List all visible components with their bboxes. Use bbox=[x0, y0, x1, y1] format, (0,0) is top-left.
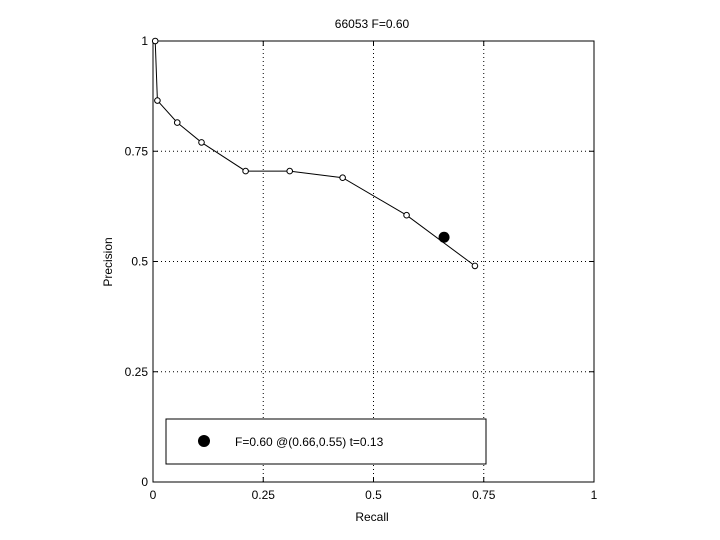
x-axis-label: Recall bbox=[355, 510, 388, 524]
data-point bbox=[198, 139, 205, 146]
data-point bbox=[151, 37, 159, 45]
axis-ticks: 0 0.25 0.5 0.75 1 0 0.25 0.5 0.75 1 bbox=[125, 34, 598, 502]
y-axis-label: Precision bbox=[101, 237, 115, 286]
legend-box bbox=[165, 418, 487, 465]
data-point bbox=[471, 262, 479, 270]
x-tick-label: 0.75 bbox=[472, 488, 496, 502]
grid-lines bbox=[153, 41, 594, 482]
data-point bbox=[403, 211, 410, 219]
y-tick-label: 0.25 bbox=[125, 365, 149, 379]
y-tick-label: 0.75 bbox=[125, 144, 149, 158]
data-point bbox=[339, 174, 346, 182]
series-layer bbox=[151, 37, 479, 270]
legend-label: F=0.60 @(0.66,0.55) t=0.13 bbox=[235, 435, 384, 449]
data-point bbox=[242, 167, 249, 175]
data-point bbox=[154, 97, 161, 104]
x-tick-label: 0 bbox=[150, 488, 157, 502]
y-tick-label: 1 bbox=[141, 34, 148, 48]
highlight-layer bbox=[438, 231, 450, 243]
data-point bbox=[173, 119, 181, 126]
highlight-point bbox=[438, 231, 450, 243]
x-tick-label: 0.5 bbox=[365, 488, 382, 502]
series-line bbox=[154, 40, 476, 267]
x-tick-label: 0.25 bbox=[252, 488, 276, 502]
y-tick-label: 0 bbox=[141, 475, 148, 489]
x-tick-label: 1 bbox=[591, 488, 598, 502]
data-point bbox=[286, 167, 294, 175]
chart-title: 66053 F=0.60 bbox=[335, 17, 410, 31]
legend-marker bbox=[198, 435, 210, 447]
y-tick-label: 0.5 bbox=[131, 255, 148, 269]
legend: F=0.60 @(0.66,0.55) t=0.13 bbox=[165, 418, 487, 465]
